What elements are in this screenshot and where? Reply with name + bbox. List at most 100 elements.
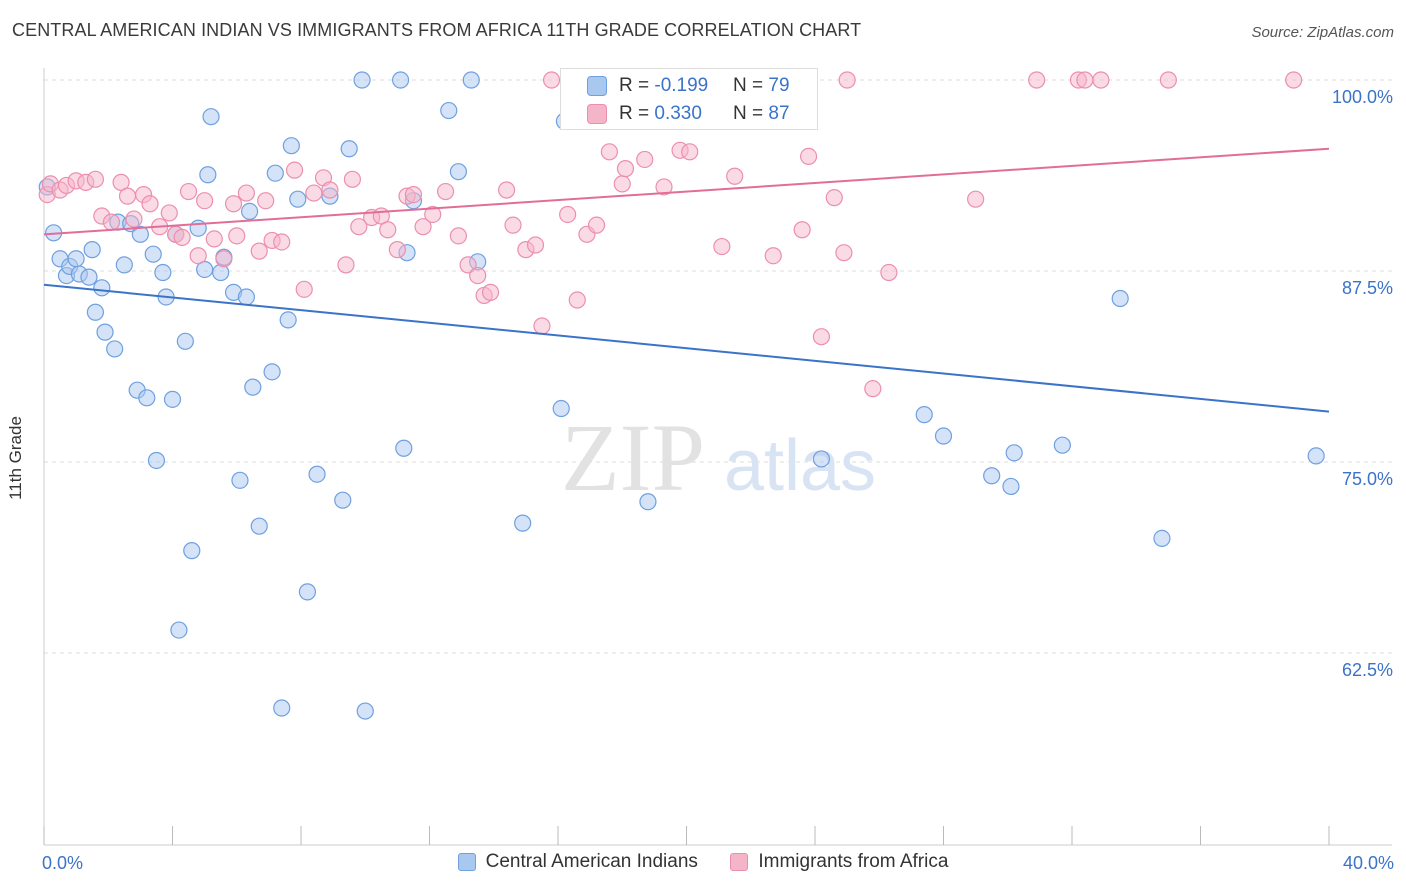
y-tick-label: 100.0% [1332,87,1393,107]
data-point-pink [321,181,339,199]
data-point-pink [655,178,673,196]
data-point-pink [713,237,731,256]
data-point-blue [266,164,284,182]
data-point-pink [1159,71,1177,89]
data-point-pink [1028,71,1046,89]
data-point-pink [414,218,432,236]
legend-item-immigrants-from-africa[interactable]: Immigrants from Africa [730,851,948,873]
data-point-blue [1053,436,1071,454]
data-point-pink [533,317,551,335]
data-point-blue [1153,529,1171,548]
stats-n-series2: N = 87 [733,103,790,124]
data-point-pink [273,233,291,251]
data-point-blue [812,450,831,468]
data-point-pink [350,218,368,236]
x-tick-label-max: 40.0% [1342,853,1394,873]
data-point-pink [864,380,882,398]
data-point-pink [404,186,423,204]
data-point-blue [189,219,207,237]
data-point-blue [340,140,358,158]
data-point-blue [279,311,297,329]
data-point-blue [514,514,532,532]
data-point-pink [764,247,782,265]
data-point-pink [825,189,843,207]
legend-label-series1: Central American Indians [485,851,698,872]
axes [43,68,1392,846]
data-point-blue [176,332,194,350]
data-point-pink [835,244,853,262]
watermark: ZIP atlas [561,404,876,511]
data-point-blue [639,493,657,511]
data-point-pink [613,175,631,193]
data-point-pink [424,205,442,224]
data-point-pink [250,242,268,260]
data-point-blue [170,621,188,639]
data-point-blue [449,163,468,181]
data-point-pink [587,216,606,234]
data-point-pink [228,227,246,245]
data-point-pink [726,167,744,185]
data-point-pink [616,160,635,178]
data-point-pink [542,71,561,89]
data-point-blue [391,71,410,89]
data-point-blue [1002,477,1020,496]
data-point-pink [173,228,191,246]
data-point-pink [388,241,406,259]
data-point-blue [231,471,249,489]
data-point-pink [799,147,818,165]
data-point-pink [179,182,198,201]
data-point-pink [285,161,304,179]
data-point-pink [141,195,159,213]
stats-row-series2: R = 0.330 N = 87 [561,99,819,129]
data-point-blue [183,542,201,560]
data-point-pink [498,181,516,199]
data-point-pink [379,221,397,239]
data-point-pink [838,71,856,89]
data-point-pink [568,291,586,309]
data-point-blue [144,245,162,263]
y-tick-label: 87.5% [1342,278,1393,298]
y-axis-label: 11th Grade [6,416,25,500]
legend-label-series2: Immigrants from Africa [758,851,949,872]
data-point-blue [934,427,953,445]
data-point-blue [147,451,166,470]
watermark-zip: ZIP [561,404,705,511]
data-point-blue [106,340,124,358]
data-point-blue [298,583,317,601]
stats-n-series1: N = 79 [733,75,790,96]
series2-swatch-icon [587,104,607,124]
data-point-pink [880,263,898,282]
data-point-pink [196,192,214,210]
chart-source: Source: ZipAtlas.com [1251,24,1394,41]
data-point-pink [337,256,355,274]
legend-swatch-pink-icon [730,853,749,871]
data-point-pink [237,184,255,202]
data-point-pink [636,150,654,169]
data-point-pink [1285,71,1303,89]
data-point-pink [257,192,275,210]
stats-r-series2: R = 0.330 [619,103,702,124]
legend-swatch-blue-icon [457,853,476,871]
data-point-blue [1111,289,1129,308]
data-point-blue [196,260,214,279]
data-point-pink [459,256,477,274]
data-point-pink [1076,71,1094,89]
series-central-american-indians [38,71,1325,720]
data-point-blue [131,225,149,243]
series1-swatch-icon [587,76,607,96]
data-point-blue [138,389,156,407]
data-point-blue [93,279,111,297]
series-immigrants-from-africa [38,71,1303,398]
legend-item-central-american-indians[interactable]: Central American Indians [457,851,698,873]
data-point-pink [559,205,577,224]
data-point-blue [282,137,300,155]
data-point-blue [440,101,458,120]
data-point-blue [83,241,101,259]
trend-lines [43,147,1330,413]
data-point-blue [1005,444,1023,462]
data-point-blue [86,303,105,321]
data-point-pink [305,184,323,202]
data-point-blue [552,399,570,418]
data-point-blue [163,390,182,408]
